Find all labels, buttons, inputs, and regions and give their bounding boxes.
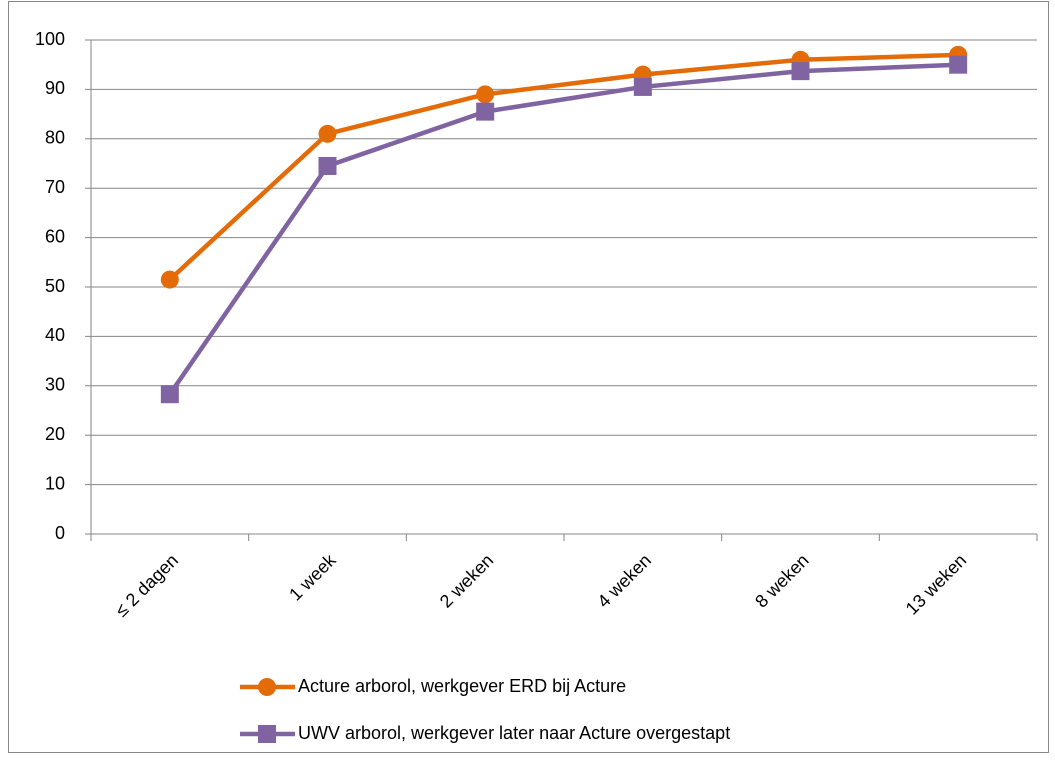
data-point — [160, 270, 179, 289]
y-tick-label: 80 — [45, 128, 65, 148]
data-point — [318, 124, 337, 143]
chart-border — [8, 1, 1049, 753]
data-point — [949, 55, 968, 74]
data-point — [791, 62, 810, 81]
legend-marker — [258, 725, 276, 743]
legend-label: Acture arborol, werkgever ERD bij Acture — [298, 676, 626, 696]
series-line — [167, 62, 959, 396]
y-tick-label: 40 — [45, 325, 65, 345]
y-tick-label: 20 — [45, 424, 65, 444]
data-point — [476, 85, 495, 104]
series-line — [168, 52, 959, 282]
legend-label: UWV arborol, werkgever later naar Acture… — [298, 723, 730, 743]
legend-marker — [258, 678, 276, 696]
y-tick-label: 90 — [45, 78, 65, 98]
y-tick-label: 30 — [45, 375, 65, 395]
data-point — [633, 77, 652, 96]
data-point — [160, 385, 179, 404]
y-tick-label: 70 — [45, 177, 65, 197]
y-tick-label: 10 — [45, 473, 65, 493]
y-tick-label: 50 — [45, 276, 65, 296]
y-tick-label: 60 — [45, 226, 65, 246]
data-point — [318, 156, 337, 175]
data-point — [476, 102, 495, 121]
y-tick-label: 0 — [55, 523, 65, 543]
y-tick-label: 100 — [35, 29, 65, 49]
